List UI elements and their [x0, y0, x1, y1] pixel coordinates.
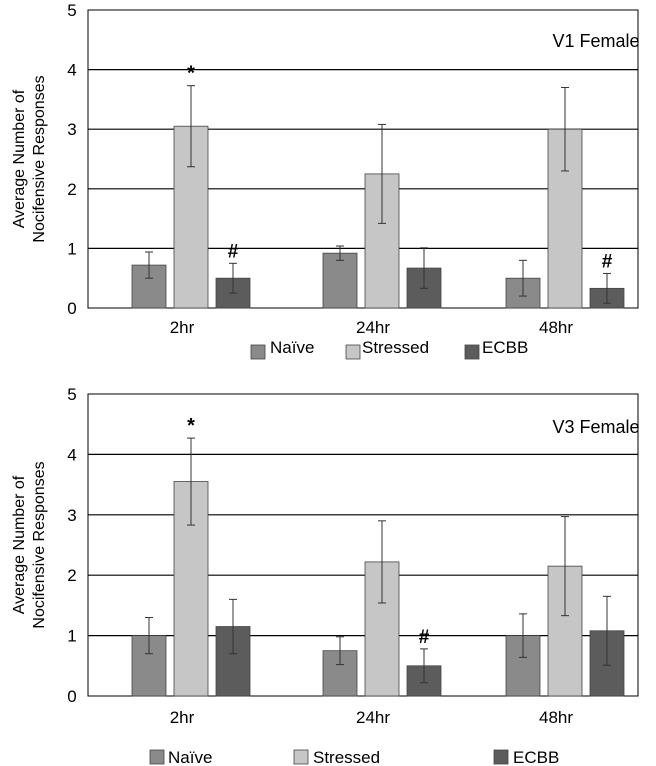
plot-area	[87, 9, 639, 309]
y-tick-label: 1	[67, 239, 76, 258]
legend-label: Stressed	[313, 748, 380, 766]
plot-area	[87, 393, 639, 697]
legend-label: ECBB	[482, 338, 528, 357]
x-tick-label: 24hr	[356, 708, 390, 727]
legend-label: Stressed	[362, 338, 429, 357]
chart-title: V3 Female	[552, 417, 639, 437]
legend-swatch	[464, 344, 480, 360]
y-axis-label: Nocifensive Responses	[31, 75, 48, 242]
x-tick-label: 48hr	[539, 708, 573, 727]
significance-marker: *	[187, 415, 195, 437]
y-tick-label: 3	[67, 120, 76, 139]
y-axis-label: Average Number of	[11, 475, 28, 614]
y-tick-label: 4	[67, 445, 76, 464]
y-tick-label: 5	[67, 385, 76, 404]
legend-swatch	[293, 749, 309, 765]
significance-marker: *	[187, 63, 195, 85]
y-tick-label: 0	[67, 687, 76, 706]
y-tick-label: 4	[67, 61, 76, 80]
legend-swatch	[250, 344, 266, 360]
x-tick-label: 48hr	[539, 318, 573, 337]
legend-swatch	[149, 749, 165, 765]
legend-swatch	[345, 344, 361, 360]
x-tick-label: 2hr	[170, 708, 195, 727]
significance-marker: #	[228, 241, 239, 262]
y-axis-label: Nocifensive Responses	[31, 461, 48, 628]
y-tick-label: 0	[67, 299, 76, 318]
legend-swatch	[493, 749, 509, 765]
y-tick-label: 2	[67, 180, 76, 199]
y-tick-label: 5	[67, 1, 76, 20]
legend-label: Naïve	[270, 338, 314, 357]
significance-marker: #	[602, 251, 613, 272]
chart-title: V1 Female	[552, 31, 639, 51]
legend-label: Naïve	[168, 748, 212, 766]
y-axis-label: Average Number of	[11, 89, 28, 228]
chart-1: 0 1 2 3 4 5 Average Number of Nocifensive Respo…	[11, 1, 640, 360]
y-tick-label: 2	[67, 566, 76, 585]
significance-marker: #	[419, 627, 430, 648]
y-tick-label: 1	[67, 627, 76, 646]
x-tick-label: 24hr	[356, 318, 390, 337]
legend-label: ECBB	[513, 748, 559, 766]
chart-2: 0 1 2 3 4 5 Average Number of Nocifensive Respo…	[11, 385, 640, 766]
x-tick-label: 2hr	[170, 318, 195, 337]
bar-nave-24hr	[322, 252, 358, 309]
y-tick-label: 3	[67, 506, 76, 525]
